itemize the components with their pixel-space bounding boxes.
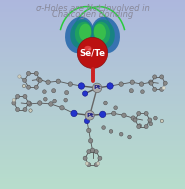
Circle shape [68,82,73,86]
Circle shape [38,101,42,105]
Circle shape [26,71,31,76]
Ellipse shape [83,63,102,68]
Circle shape [83,91,88,96]
Circle shape [130,80,134,84]
Circle shape [162,86,165,90]
Circle shape [43,97,47,101]
Circle shape [85,162,89,165]
Circle shape [122,113,126,118]
Ellipse shape [93,22,110,44]
Ellipse shape [88,48,91,51]
Circle shape [12,101,16,105]
Ellipse shape [70,19,93,49]
Ellipse shape [84,46,91,51]
Circle shape [109,129,113,133]
Circle shape [87,149,91,154]
Ellipse shape [79,24,91,41]
Circle shape [23,78,27,82]
Circle shape [137,111,141,115]
Circle shape [83,156,87,160]
Circle shape [22,84,26,88]
Circle shape [114,106,117,110]
Circle shape [43,90,46,94]
Circle shape [18,75,21,78]
Ellipse shape [65,17,94,53]
Circle shape [23,94,27,98]
Circle shape [52,89,56,93]
Circle shape [138,124,142,128]
Ellipse shape [75,22,92,44]
Ellipse shape [92,19,115,49]
Circle shape [149,122,153,126]
Circle shape [137,125,141,129]
Circle shape [34,71,38,76]
Circle shape [153,87,157,91]
Circle shape [94,149,98,154]
Circle shape [23,108,27,112]
Circle shape [37,77,41,82]
Circle shape [163,81,167,85]
Circle shape [71,110,77,117]
Text: Se/Te: Se/Te [80,48,105,57]
Circle shape [78,83,85,89]
Circle shape [133,118,137,122]
Circle shape [144,125,148,129]
Circle shape [85,111,94,120]
Circle shape [49,102,53,106]
Circle shape [100,111,106,118]
Circle shape [104,101,107,105]
Circle shape [154,116,157,120]
Text: Pt: Pt [86,113,94,118]
Circle shape [141,90,144,94]
Circle shape [12,98,16,102]
Circle shape [160,87,164,91]
Circle shape [144,111,148,115]
Circle shape [96,162,100,165]
Circle shape [112,111,116,116]
Circle shape [160,75,164,79]
Circle shape [64,98,68,102]
Circle shape [87,163,91,167]
Circle shape [87,128,91,133]
Circle shape [92,83,102,93]
Circle shape [119,82,123,86]
Circle shape [88,139,93,143]
Circle shape [16,94,20,98]
Circle shape [27,102,32,106]
Circle shape [129,89,133,93]
Circle shape [34,85,38,89]
Circle shape [56,79,60,84]
Circle shape [29,109,32,112]
Text: Pt: Pt [93,85,101,90]
Ellipse shape [91,17,120,53]
Circle shape [53,99,56,103]
Circle shape [16,108,20,112]
Circle shape [77,37,108,68]
Circle shape [128,135,131,139]
Text: σ-Holes are Not Involved in: σ-Holes are Not Involved in [36,4,149,13]
Circle shape [65,91,69,95]
Circle shape [148,118,152,122]
Ellipse shape [94,24,106,41]
Circle shape [98,156,102,160]
Circle shape [107,83,113,89]
Circle shape [102,126,105,129]
Circle shape [149,80,153,84]
Circle shape [131,116,135,120]
Circle shape [46,80,50,84]
Circle shape [149,81,153,85]
Circle shape [160,119,164,123]
Circle shape [94,163,98,167]
Circle shape [153,75,157,79]
Circle shape [26,85,31,89]
Circle shape [27,101,31,105]
Circle shape [60,105,64,110]
Circle shape [139,82,144,86]
Circle shape [38,78,42,82]
Text: Chalcogen Bonding: Chalcogen Bonding [52,10,133,19]
Circle shape [90,148,95,153]
Circle shape [119,132,123,136]
Circle shape [84,118,90,124]
